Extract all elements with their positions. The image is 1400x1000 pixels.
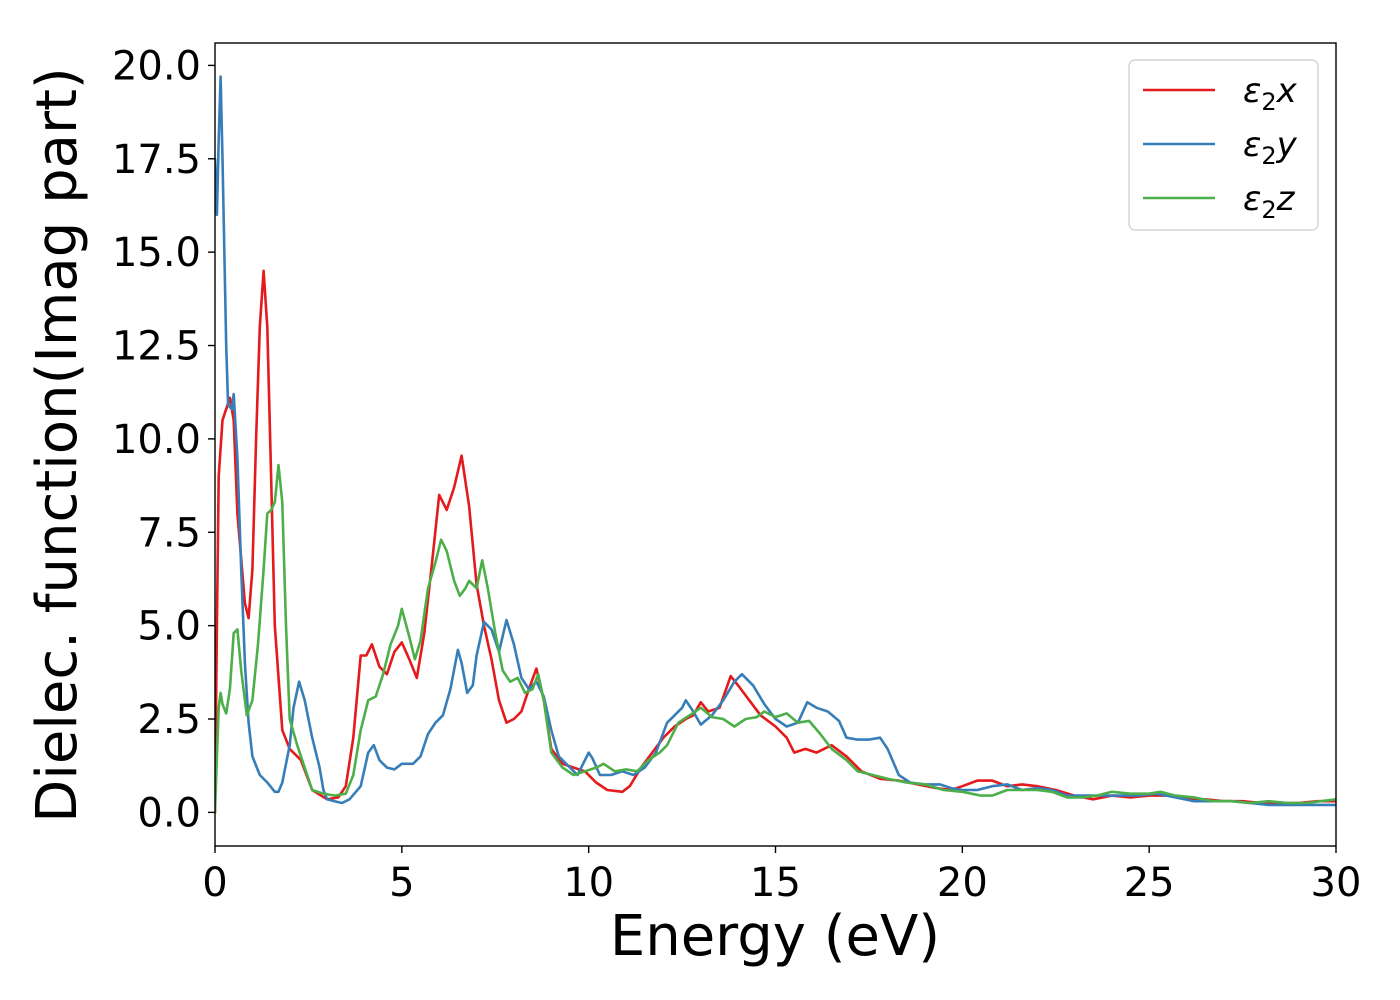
legend-label-x: ε2x (1243, 71, 1298, 116)
legend-label-axis: z (1276, 179, 1296, 219)
legend-label-base: ε (1243, 125, 1261, 165)
series-line-y (215, 75, 1336, 807)
legend-label-subscript: 2 (1261, 142, 1276, 170)
legend-label-axis: y (1276, 125, 1298, 165)
legend-label-z: ε2z (1243, 179, 1296, 224)
x-tick-label: 10 (563, 860, 614, 906)
x-axis-title: Energy (eV) (610, 904, 940, 969)
y-tick-label: 0.0 (137, 790, 201, 836)
x-tick-label: 15 (750, 860, 801, 906)
legend-label-subscript: 2 (1261, 196, 1276, 224)
legend-box (1128, 59, 1319, 231)
legend-label-base: ε (1243, 179, 1261, 219)
y-axis-title: Dielec. function(Imag part) (25, 67, 90, 823)
x-axis-ticks: 0 5 10 15 20 25 30 (202, 846, 1361, 906)
x-tick-label: 20 (937, 860, 988, 906)
x-tick-label: 5 (389, 860, 414, 906)
legend-label-subscript: 2 (1261, 88, 1276, 116)
series-group (215, 75, 1336, 814)
y-tick-label: 17.5 (112, 137, 201, 183)
legend-label-axis: x (1276, 71, 1298, 111)
y-tick-label: 10.0 (112, 417, 201, 463)
x-tick-label: 30 (1311, 860, 1362, 906)
x-tick-label: 0 (202, 860, 227, 906)
y-tick-label: 5.0 (137, 604, 201, 650)
y-axis-ticks: 0.0 2.5 5.0 7.5 10.0 12.5 15.0 17.5 20.0 (112, 43, 215, 836)
y-tick-label: 20.0 (112, 43, 201, 89)
y-tick-label: 12.5 (112, 324, 201, 370)
legend-label-y: ε2y (1243, 125, 1298, 170)
legend-label-base: ε (1243, 71, 1261, 111)
series-line-z (215, 463, 1336, 814)
y-tick-label: 2.5 (137, 697, 201, 743)
x-tick-label: 25 (1124, 860, 1175, 906)
y-tick-label: 15.0 (112, 230, 201, 276)
y-tick-label: 7.5 (137, 510, 201, 556)
